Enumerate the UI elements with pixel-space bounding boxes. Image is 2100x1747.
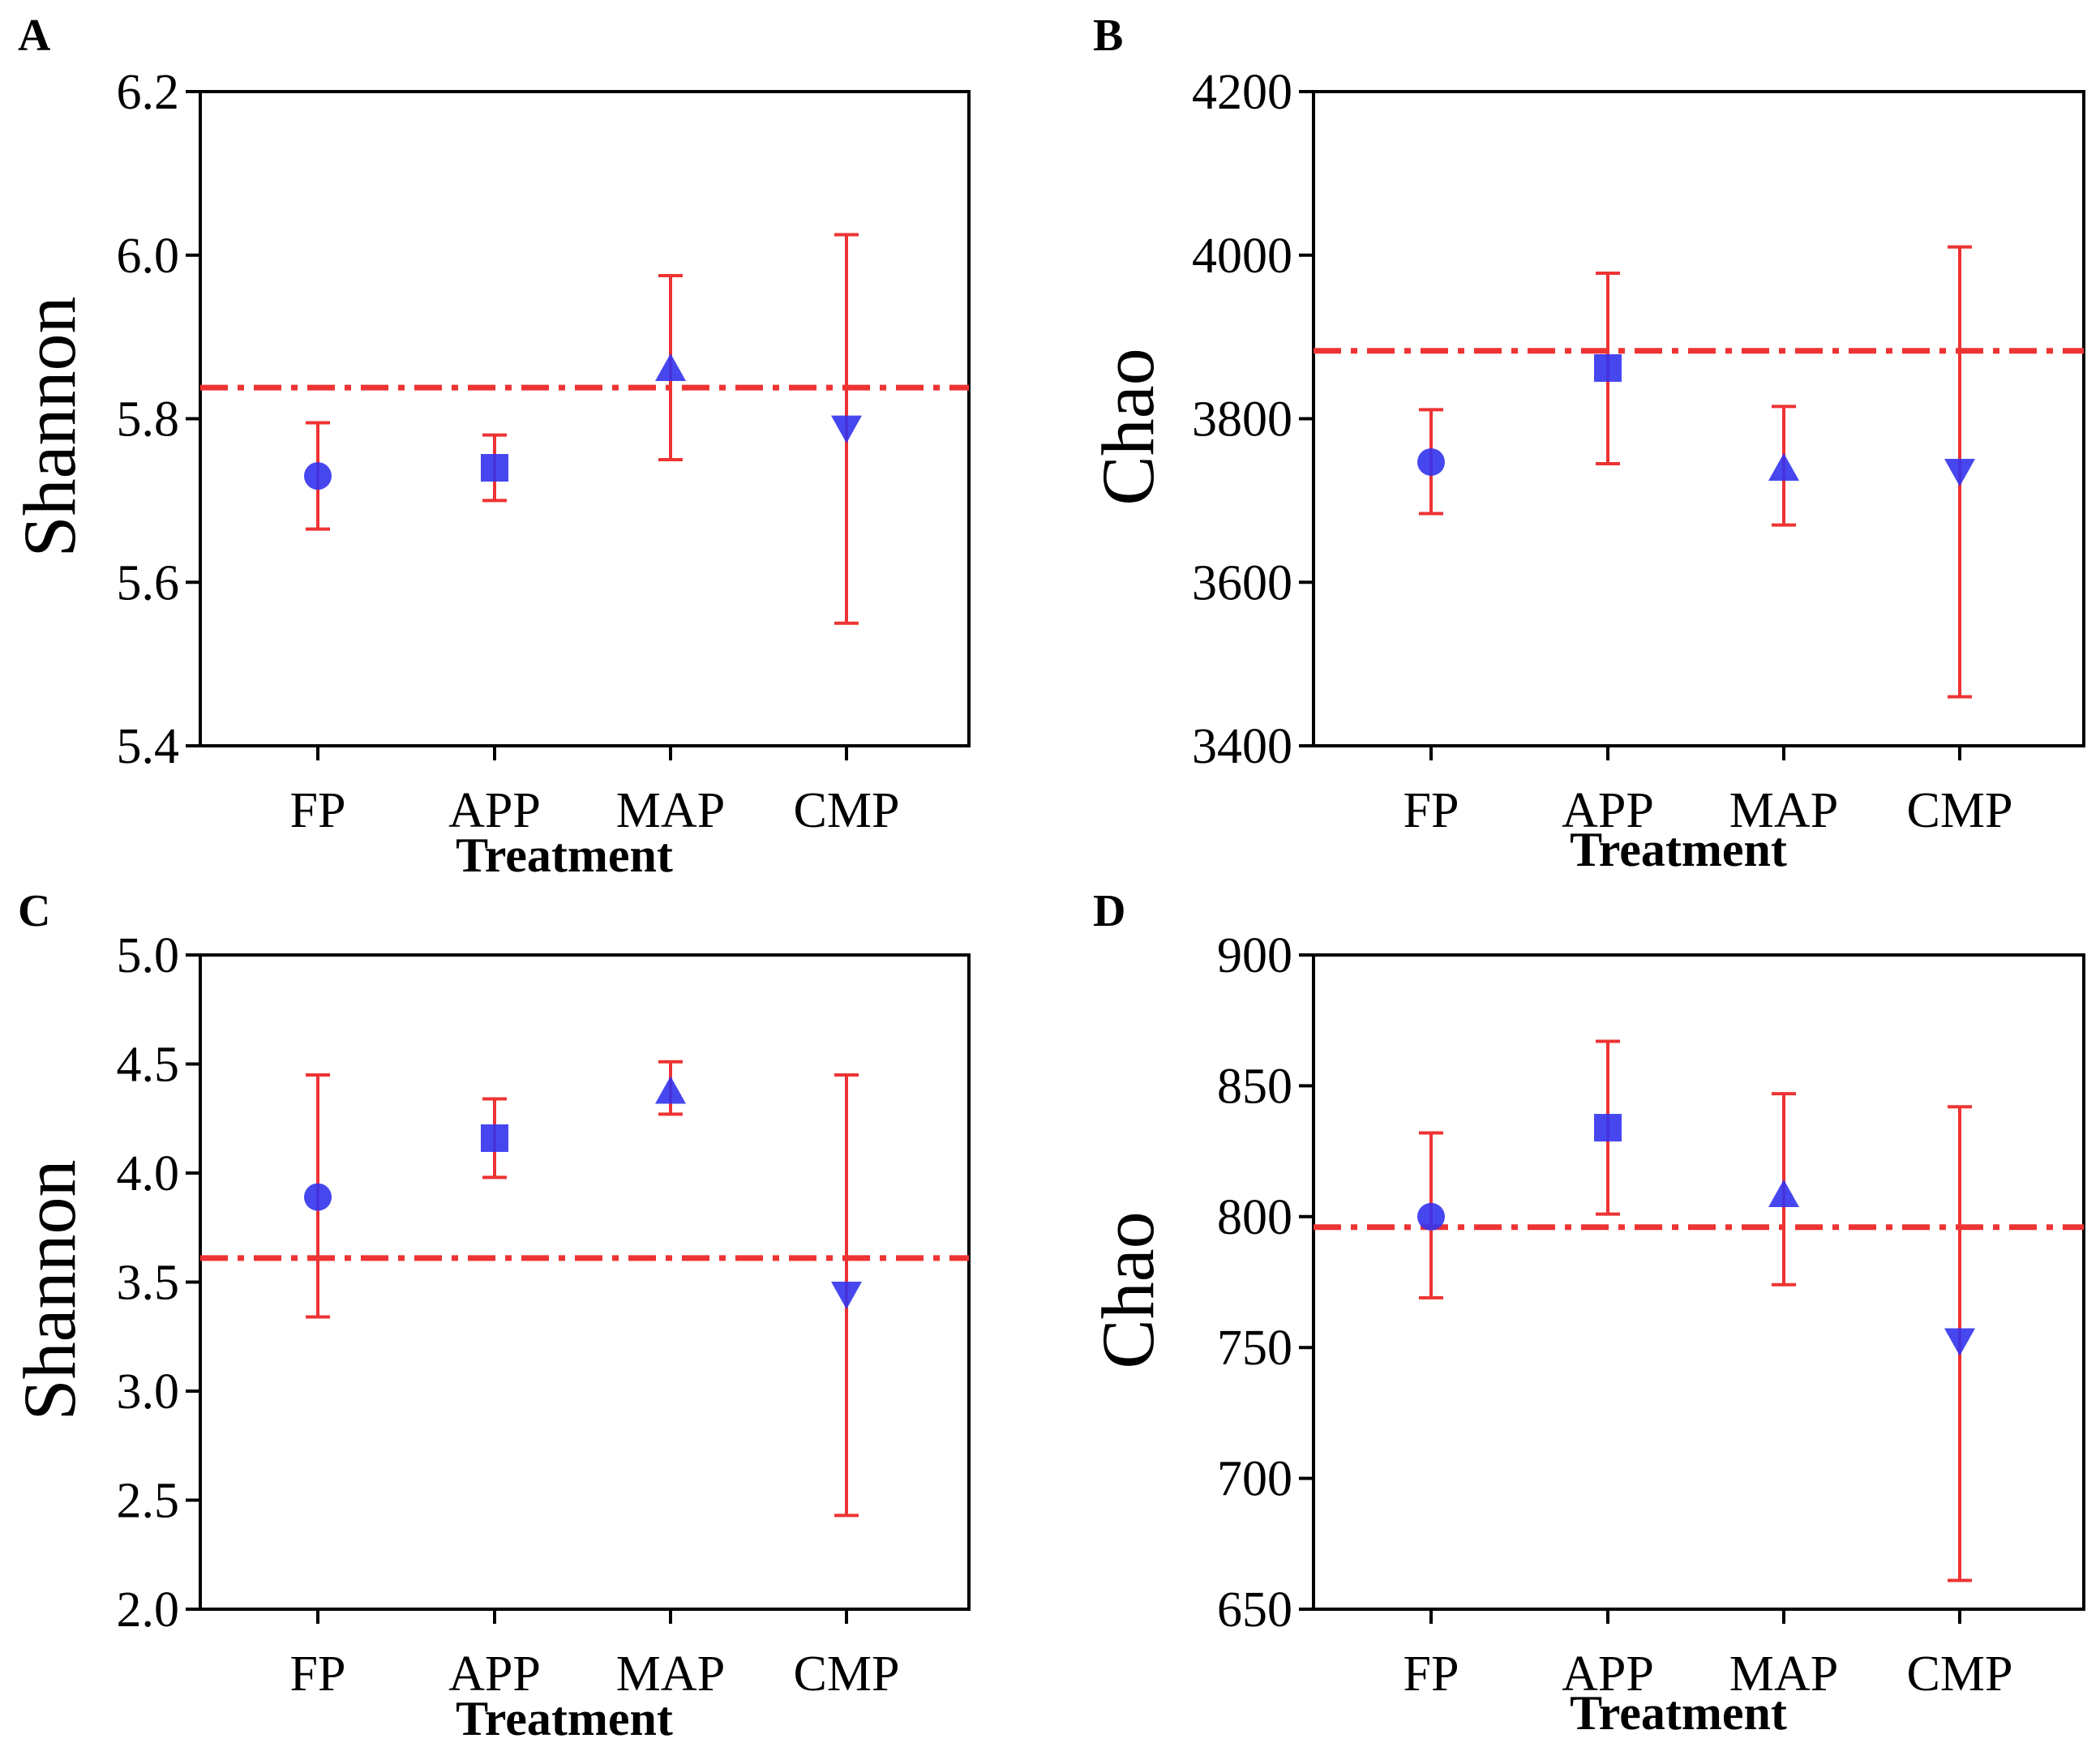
x-tick-label: MAP (616, 783, 725, 838)
panel-letter: B (1093, 11, 1123, 61)
x-tick-label: FP (1404, 783, 1459, 838)
point-map (655, 1076, 686, 1104)
y-tick-label: 5.6 (117, 555, 180, 610)
y-axis-label: Shannon (8, 297, 91, 558)
panel-letter: D (1093, 886, 1125, 936)
point-fp (304, 462, 332, 490)
panel-a: A 5.4 5.6 5.8 6.0 6.2 FP APP MAP CMP Treatment Shan… (8, 11, 971, 882)
y-axis-label: Chao (1086, 1211, 1169, 1368)
plot-frame (1312, 90, 2085, 747)
panel-c: C 2.0 2.5 3.0 3.5 4.0 4.5 5.0 FP APP MAP CMP Treatme… (8, 886, 971, 1745)
y-tick-label: 3400 (1192, 719, 1292, 774)
y-tick-label: 3.0 (117, 1364, 180, 1419)
point-fp (1417, 447, 1445, 476)
y-tick-label: 850 (1217, 1059, 1292, 1114)
y-tick-label: 4000 (1192, 229, 1292, 284)
panel-b: B 3400 3600 3800 4000 4200 FP APP MAP CMP Treatmen… (1086, 11, 2085, 876)
x-tick-label: APP (1562, 1646, 1654, 1702)
x-axis-label: Treatment (456, 829, 673, 882)
point-map (655, 353, 686, 381)
panel-letter: C (18, 886, 50, 936)
y-tick-label: 4.0 (117, 1146, 180, 1201)
y-tick-label: 6.0 (117, 229, 180, 284)
x-tick-label: APP (448, 783, 541, 838)
point-map (1768, 453, 1799, 482)
x-tick-label: MAP (1729, 783, 1838, 838)
y-tick-label: 700 (1217, 1452, 1292, 1507)
x-tick-label: CMP (1907, 783, 2013, 838)
y-tick-label: 4200 (1192, 65, 1292, 120)
point-cmp (831, 1281, 862, 1309)
y-tick-label: 5.4 (117, 719, 180, 774)
point-map (1768, 1179, 1799, 1207)
y-tick-label: 2.5 (117, 1474, 180, 1529)
x-tick-label: FP (290, 783, 346, 838)
y-tick-label: 800 (1217, 1190, 1292, 1245)
point-cmp (1944, 1328, 1975, 1356)
panel-d: D 650 700 750 800 850 900 FP APP MAP CMP Treatment C… (1086, 886, 2085, 1740)
x-tick-label: APP (448, 1646, 541, 1702)
y-tick-label: 4.5 (117, 1038, 180, 1093)
y-tick-label: 900 (1217, 928, 1292, 983)
point-app (1594, 1114, 1622, 1142)
point-cmp (1944, 459, 1975, 487)
plot-frame (1312, 953, 2085, 1611)
y-tick-label: 2.0 (117, 1582, 180, 1638)
y-tick-label: 650 (1217, 1582, 1292, 1638)
point-fp (304, 1183, 332, 1211)
x-axis-label: Treatment (456, 1692, 673, 1745)
point-fp (1417, 1202, 1445, 1231)
x-tick-label: FP (290, 1646, 346, 1702)
x-tick-label: CMP (794, 783, 900, 838)
x-tick-label: MAP (1729, 1646, 1838, 1702)
y-tick-label: 6.2 (117, 65, 180, 120)
point-app (481, 454, 508, 482)
y-tick-label: 5.8 (117, 392, 180, 447)
x-tick-label: CMP (794, 1646, 900, 1702)
x-tick-label: APP (1562, 783, 1654, 838)
y-tick-label: 3.5 (117, 1256, 180, 1311)
point-app (1594, 353, 1622, 382)
y-axis-label: Shannon (8, 1160, 91, 1421)
point-app (481, 1124, 508, 1152)
y-axis-label: Chao (1086, 348, 1169, 505)
x-tick-label: MAP (616, 1646, 725, 1702)
y-tick-label: 5.0 (117, 928, 180, 983)
x-tick-label: FP (1404, 1646, 1459, 1702)
x-axis-label: Treatment (1570, 1686, 1787, 1740)
y-tick-label: 750 (1217, 1321, 1292, 1376)
x-tick-label: CMP (1907, 1646, 2013, 1702)
x-axis-label: Treatment (1570, 823, 1787, 876)
panel-letter: A (18, 11, 51, 61)
y-tick-label: 3800 (1192, 392, 1292, 447)
y-tick-label: 3600 (1192, 555, 1292, 610)
point-cmp (831, 415, 862, 443)
